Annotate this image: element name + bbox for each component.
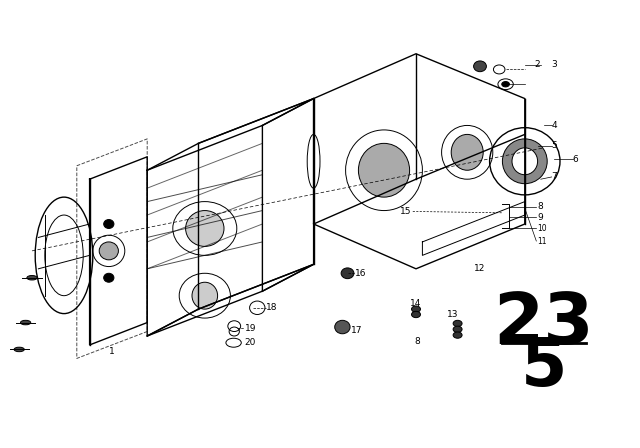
Text: 1: 1 <box>109 347 115 356</box>
Ellipse shape <box>341 268 354 279</box>
Text: 14: 14 <box>410 299 421 308</box>
Text: 16: 16 <box>355 269 367 278</box>
Text: 12: 12 <box>474 264 485 273</box>
Text: 20: 20 <box>244 338 256 347</box>
Text: 5: 5 <box>521 334 567 401</box>
Ellipse shape <box>412 306 420 312</box>
Text: 23: 23 <box>493 290 595 359</box>
Ellipse shape <box>104 273 114 282</box>
Ellipse shape <box>512 148 538 175</box>
Ellipse shape <box>27 276 37 280</box>
Text: 18: 18 <box>266 303 277 312</box>
Text: 13: 13 <box>447 310 458 319</box>
Ellipse shape <box>335 320 350 334</box>
Ellipse shape <box>358 143 410 197</box>
Ellipse shape <box>412 311 420 318</box>
Text: 19: 19 <box>244 324 256 333</box>
Text: 15: 15 <box>400 207 412 216</box>
Text: 7: 7 <box>552 172 557 181</box>
Text: 11: 11 <box>538 237 547 246</box>
Text: 5: 5 <box>552 141 557 150</box>
Ellipse shape <box>99 242 118 260</box>
Text: 10: 10 <box>538 224 547 233</box>
Ellipse shape <box>474 61 486 72</box>
Ellipse shape <box>20 320 31 325</box>
Ellipse shape <box>104 220 114 228</box>
Text: 9: 9 <box>538 213 543 222</box>
Ellipse shape <box>192 282 218 309</box>
Text: 4: 4 <box>552 121 557 130</box>
Ellipse shape <box>453 326 462 332</box>
Text: 17: 17 <box>351 326 362 335</box>
Text: 3: 3 <box>552 60 557 69</box>
Ellipse shape <box>14 347 24 352</box>
Ellipse shape <box>451 134 483 170</box>
Text: 8: 8 <box>538 202 543 211</box>
Ellipse shape <box>453 320 462 327</box>
Ellipse shape <box>453 332 462 338</box>
Text: 2: 2 <box>534 60 540 69</box>
Ellipse shape <box>502 82 509 87</box>
Ellipse shape <box>186 211 224 246</box>
Ellipse shape <box>502 139 547 184</box>
Text: 8: 8 <box>414 337 420 346</box>
Text: 6: 6 <box>573 155 579 164</box>
